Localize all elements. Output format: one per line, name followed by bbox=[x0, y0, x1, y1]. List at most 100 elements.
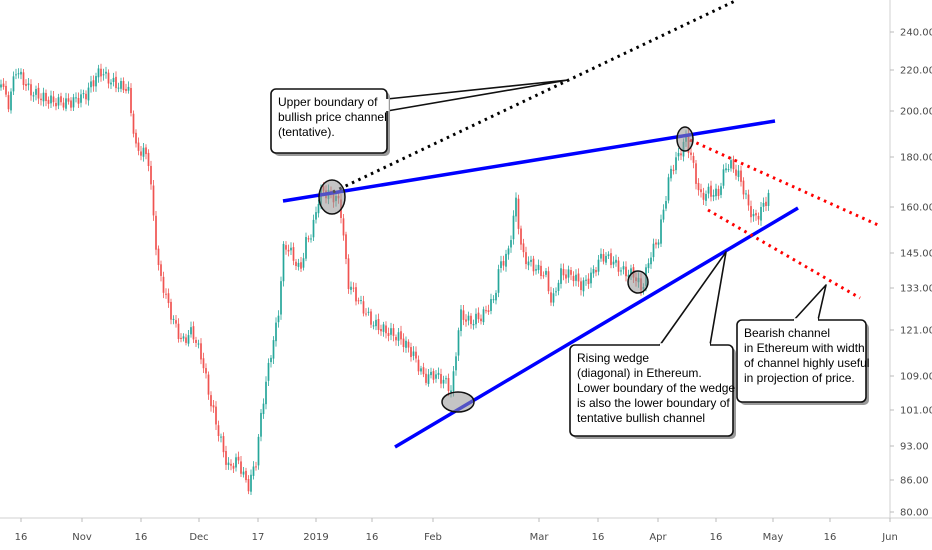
candle bbox=[5, 80, 7, 98]
candle bbox=[447, 373, 450, 397]
candle bbox=[577, 268, 580, 287]
candle bbox=[25, 79, 27, 92]
candle bbox=[32, 91, 35, 102]
candle bbox=[240, 455, 242, 478]
candle bbox=[690, 147, 692, 161]
candle bbox=[12, 71, 15, 96]
candle bbox=[230, 459, 232, 471]
candle bbox=[425, 368, 427, 386]
candle bbox=[745, 189, 747, 200]
candle bbox=[510, 235, 512, 253]
candle bbox=[292, 242, 295, 266]
candle bbox=[585, 275, 587, 286]
callout-text-line: Bearish channel bbox=[744, 326, 830, 340]
candle bbox=[485, 305, 487, 314]
candle bbox=[205, 363, 207, 379]
touch-point-ellipse bbox=[676, 126, 694, 152]
candle bbox=[392, 323, 395, 342]
candle bbox=[672, 164, 675, 175]
x-tick-label: 16 bbox=[15, 532, 28, 543]
candle bbox=[487, 304, 490, 315]
candle bbox=[57, 93, 60, 110]
candle bbox=[517, 194, 520, 235]
candle bbox=[505, 249, 507, 272]
candle bbox=[235, 453, 237, 472]
y-tick-label: 240.00 bbox=[900, 28, 932, 39]
candle bbox=[387, 327, 390, 342]
candle bbox=[115, 71, 117, 93]
candle bbox=[587, 273, 590, 289]
candle bbox=[537, 259, 540, 274]
candle bbox=[527, 256, 530, 271]
candle bbox=[460, 304, 462, 337]
candle bbox=[722, 164, 725, 189]
candle bbox=[680, 149, 682, 160]
candle bbox=[280, 276, 282, 320]
candle bbox=[565, 269, 567, 284]
candle bbox=[27, 77, 30, 91]
candle bbox=[60, 92, 62, 106]
candle bbox=[415, 346, 417, 363]
candle bbox=[247, 475, 250, 495]
candle bbox=[242, 467, 245, 478]
candle bbox=[202, 352, 205, 374]
candle bbox=[417, 355, 420, 375]
y-tick-label: 80.00 bbox=[900, 508, 929, 519]
candle bbox=[232, 462, 235, 473]
candle bbox=[265, 376, 267, 410]
candle bbox=[397, 328, 400, 347]
candle bbox=[212, 400, 215, 413]
touch-point-ellipse bbox=[318, 179, 346, 215]
candle bbox=[710, 180, 712, 202]
x-tick-label: 17 bbox=[252, 532, 265, 543]
candle bbox=[342, 213, 345, 241]
candle bbox=[420, 365, 422, 375]
y-tick-label: 200.00 bbox=[900, 107, 932, 118]
candle bbox=[725, 162, 727, 173]
candle bbox=[82, 89, 85, 99]
candle bbox=[167, 288, 170, 308]
candle bbox=[177, 318, 180, 343]
candle bbox=[552, 288, 555, 307]
candle bbox=[730, 156, 732, 172]
candle bbox=[657, 239, 660, 249]
candle bbox=[90, 75, 92, 93]
callout-text-line: Lower boundary of the wedge bbox=[577, 381, 735, 395]
candle bbox=[22, 69, 25, 90]
callout-box bbox=[569, 344, 734, 437]
candle bbox=[300, 256, 302, 273]
candle bbox=[127, 81, 130, 94]
callout-box bbox=[270, 88, 388, 154]
candle bbox=[95, 72, 97, 92]
candle bbox=[77, 92, 80, 109]
candle bbox=[137, 137, 140, 156]
candle bbox=[102, 68, 105, 81]
candle bbox=[307, 235, 310, 243]
candle bbox=[512, 210, 515, 245]
candle bbox=[390, 322, 392, 341]
candle bbox=[480, 314, 482, 325]
candle bbox=[702, 187, 705, 206]
candle bbox=[762, 197, 765, 212]
x-tick-label: Apr bbox=[649, 532, 667, 543]
candle bbox=[605, 252, 607, 266]
x-tick-label: Feb bbox=[424, 532, 442, 543]
candle bbox=[7, 91, 10, 113]
candle bbox=[492, 295, 495, 304]
candle bbox=[557, 279, 560, 296]
candle bbox=[355, 282, 357, 306]
candle bbox=[440, 368, 442, 389]
touch-point-markers bbox=[318, 126, 694, 413]
time-axis: 16 Nov 16 Dec 17 2019 16 Feb Mar 16 Apr 16 May 16 Jun bbox=[15, 518, 898, 543]
candle bbox=[267, 358, 270, 387]
candle bbox=[195, 336, 197, 347]
candle bbox=[165, 288, 167, 299]
candle bbox=[695, 160, 697, 190]
candle bbox=[542, 271, 545, 279]
candle bbox=[540, 260, 542, 280]
candle bbox=[497, 264, 500, 298]
candle bbox=[422, 362, 425, 378]
y-tick-label: 160.00 bbox=[900, 203, 932, 214]
candle bbox=[755, 209, 757, 221]
candle bbox=[107, 69, 110, 89]
